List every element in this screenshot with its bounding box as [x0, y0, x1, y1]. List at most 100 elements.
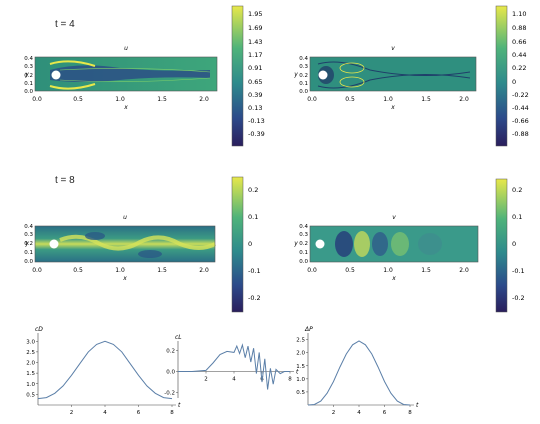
v-vortex-contour	[339, 62, 365, 74]
u-shear-layer	[49, 60, 96, 67]
x-tick-label: 0.5	[345, 96, 355, 103]
field-plot-title: v	[391, 45, 395, 52]
plot-frame	[309, 225, 479, 263]
colorbar-tick: 0	[248, 240, 252, 248]
field-plot-title: u	[123, 214, 127, 221]
x-tick-label: 0.0	[32, 96, 42, 103]
y-tick-label: 0.2	[299, 241, 308, 247]
series-line	[178, 343, 290, 390]
y-tick-label: 3.0	[26, 339, 35, 345]
y-tick-label: 1.0	[26, 382, 35, 388]
cylinder-obstacle	[49, 239, 59, 249]
y-tick-label: 0.3	[299, 64, 308, 70]
y-tick-label: 0.3	[299, 232, 308, 238]
series-line	[37, 340, 173, 400]
x-tick-label: 2.0	[199, 267, 209, 274]
colorbar-tick: 0.13	[248, 104, 262, 112]
colorbar-tick: -0.1	[512, 267, 525, 275]
colorbar-tick: 0.39	[248, 91, 262, 99]
x-tick-label: 1.5	[157, 267, 167, 274]
x-axis-label: x	[391, 275, 396, 282]
y-tick-label: 2.0	[26, 361, 35, 367]
x-tick-label: 1.5	[421, 267, 431, 274]
x-tick-label: 8	[408, 410, 412, 416]
x-tick-label: 0.0	[32, 267, 42, 274]
x-tick-label: 0.5	[73, 267, 83, 274]
y-tick-label: 2.5	[26, 350, 35, 356]
x-tick-label: 4	[103, 410, 107, 416]
v-vortex-negative	[372, 232, 388, 256]
u-low-region	[138, 250, 162, 258]
y-tick-label: 0.5	[26, 392, 35, 398]
x-axis-label: t	[296, 369, 299, 376]
y-tick-label: 0.1	[24, 81, 33, 87]
colorbar-tick: 1.69	[248, 24, 262, 32]
y-tick-label: 2.0	[296, 351, 305, 357]
y-tick-label: -0.2	[164, 391, 175, 397]
x-tick-label: 1.0	[383, 267, 393, 274]
colorbar-tick: 0.2	[248, 186, 258, 194]
v-contour-line	[317, 73, 471, 89]
x-tick-label: 0.0	[307, 267, 317, 274]
field-plot-u-t4: u x y 0.0 0.5 1.0 1.5 2.0 0.0 0.1 0.2 0.…	[24, 5, 265, 147]
series-line	[307, 340, 411, 406]
x-axis-label: t	[416, 402, 419, 409]
x-tick-label: 1.0	[383, 96, 393, 103]
x-tick-label: 0.0	[307, 96, 317, 103]
x-tick-label: 0.5	[345, 267, 355, 274]
y-tick-label: 0.1	[299, 81, 308, 87]
colorbar-tick: -0.22	[512, 91, 529, 99]
u-wake-region	[50, 65, 210, 82]
colorbar-tick: 0	[512, 78, 516, 86]
y-tick-label: 0.3	[24, 232, 33, 238]
x-tick-label: 2.0	[459, 96, 469, 103]
y-axis-label: ΔP	[304, 326, 313, 333]
y-tick-label: 0.4	[299, 224, 308, 230]
u-shear-layer	[49, 83, 96, 90]
colorbar-tick: 0.88	[512, 24, 526, 32]
v-vortex-positive	[391, 232, 409, 256]
x-tick-label: 4	[357, 410, 361, 416]
x-tick-label: 8	[170, 410, 174, 416]
y-tick-label: 0.2	[24, 241, 33, 247]
y-tick-label: 0.4	[299, 56, 308, 62]
colorbar-tick: 0.1	[248, 213, 258, 221]
x-tick-label: 2	[332, 410, 336, 416]
y-axis-label: cD	[35, 326, 43, 333]
u-contour-line	[59, 68, 211, 73]
x-tick-label: 2.0	[459, 267, 469, 274]
colorbar-tick: 0.44	[512, 51, 526, 59]
y-axis-label: y	[24, 71, 29, 78]
y-tick-label: 0.2	[299, 73, 308, 79]
y-axis-label: y	[24, 240, 29, 247]
y-tick-label: 0.2	[24, 73, 33, 79]
x-tick-label: 0.5	[73, 96, 83, 103]
x-axis-label: x	[390, 104, 395, 111]
v-vortex-negative	[418, 233, 442, 255]
y-tick-label: 1.5	[26, 371, 35, 377]
colorbar-tick: -0.1	[248, 267, 261, 275]
x-tick-label: 1.0	[115, 96, 125, 103]
plot-frame	[34, 225, 216, 263]
u-contour-line	[59, 77, 211, 82]
field-plot-title: u	[124, 45, 128, 52]
colorbar	[231, 5, 244, 147]
x-tick-label: 1.0	[115, 267, 125, 274]
plot-frame	[309, 56, 477, 92]
u-field-region	[35, 226, 215, 262]
y-axis-label: y	[293, 240, 298, 247]
x-tick-label: 2	[204, 377, 208, 383]
line-chart-cd: cD t 2 4 6 8 0.5 1.0 1.5 2.0 2.5 3.0	[26, 326, 181, 416]
field-plot-title: v	[392, 214, 396, 221]
x-tick-label: 6	[383, 410, 387, 416]
y-tick-label: 0.3	[24, 64, 33, 70]
y-tick-label: 0.0	[299, 259, 308, 265]
colorbar-tick: 1.95	[248, 10, 262, 18]
x-axis-label: t	[178, 402, 181, 409]
y-tick-label: 0.2	[166, 348, 175, 354]
x-tick-label: 6	[137, 410, 141, 416]
y-axis-label: cL	[175, 334, 182, 341]
line-chart-dp: ΔP t 2 4 6 8 0.5 1.0 1.5 2.0 2.5	[296, 326, 419, 416]
x-tick-label: 2	[70, 410, 74, 416]
